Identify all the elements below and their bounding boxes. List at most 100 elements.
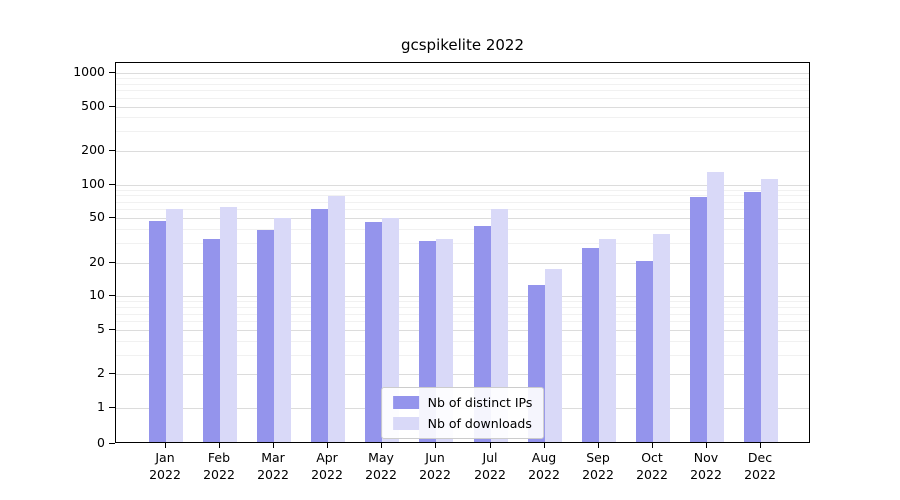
y-tick-mark bbox=[109, 295, 115, 296]
x-tick-mark bbox=[219, 443, 220, 448]
x-tick-label: Feb 2022 bbox=[203, 450, 235, 482]
y-tick-label: 1 bbox=[97, 399, 105, 414]
bar-downloads bbox=[328, 196, 345, 442]
bar-downloads bbox=[545, 269, 562, 442]
bar-distinct-ips bbox=[311, 209, 328, 442]
y-gridline bbox=[116, 185, 809, 186]
x-tick-label: Sep 2022 bbox=[582, 450, 614, 482]
y-minor-gridline bbox=[116, 195, 809, 196]
x-tick-label: May 2022 bbox=[365, 450, 397, 482]
x-tick-mark bbox=[381, 443, 382, 448]
bar-downloads bbox=[491, 209, 508, 442]
y-tick-label: 100 bbox=[81, 176, 105, 191]
x-tick-label: Mar 2022 bbox=[257, 450, 289, 482]
bar-downloads bbox=[653, 234, 670, 442]
bar-distinct-ips bbox=[257, 230, 274, 442]
bar-downloads bbox=[707, 172, 724, 442]
bar-distinct-ips bbox=[365, 222, 382, 442]
legend-entry: Nb of downloads bbox=[392, 416, 533, 431]
y-gridline bbox=[116, 107, 809, 108]
y-minor-gridline bbox=[116, 307, 809, 308]
bar-distinct-ips bbox=[582, 248, 599, 442]
y-tick-mark bbox=[109, 106, 115, 107]
x-tick-mark bbox=[760, 443, 761, 448]
x-tick-mark bbox=[706, 443, 707, 448]
bar-distinct-ips bbox=[744, 192, 761, 442]
x-tick-label: Jul 2022 bbox=[474, 450, 506, 482]
x-tick-label: Jun 2022 bbox=[419, 450, 451, 482]
legend-swatch bbox=[392, 396, 419, 409]
y-tick-mark bbox=[109, 443, 115, 444]
bar-downloads bbox=[761, 179, 778, 442]
y-gridline bbox=[116, 73, 809, 74]
y-minor-gridline bbox=[116, 321, 809, 322]
legend-swatch bbox=[392, 417, 419, 430]
y-tick-label: 0 bbox=[97, 435, 105, 450]
x-tick-label: Nov 2022 bbox=[690, 450, 722, 482]
x-tick-label: Dec 2022 bbox=[744, 450, 776, 482]
legend-label: Nb of downloads bbox=[427, 416, 532, 431]
y-minor-gridline bbox=[116, 117, 809, 118]
bar-distinct-ips bbox=[203, 239, 220, 442]
y-tick-mark bbox=[109, 217, 115, 218]
x-tick-label: Jan 2022 bbox=[149, 450, 181, 482]
plot-area: Nb of distinct IPs Nb of downloads bbox=[115, 62, 810, 443]
y-tick-label: 50 bbox=[89, 209, 105, 224]
y-gridline bbox=[116, 263, 809, 264]
y-tick-mark bbox=[109, 262, 115, 263]
y-tick-mark bbox=[109, 329, 115, 330]
x-tick-mark bbox=[165, 443, 166, 448]
y-minor-gridline bbox=[116, 209, 809, 210]
chart-title: gcspikelite 2022 bbox=[400, 36, 525, 54]
y-minor-gridline bbox=[116, 229, 809, 230]
y-minor-gridline bbox=[116, 90, 809, 91]
y-tick-label: 2 bbox=[97, 365, 105, 380]
legend-entry: Nb of distinct IPs bbox=[392, 395, 533, 410]
x-tick-mark bbox=[490, 443, 491, 448]
x-tick-label: Oct 2022 bbox=[636, 450, 668, 482]
y-tick-mark bbox=[109, 373, 115, 374]
y-minor-gridline bbox=[116, 243, 809, 244]
y-minor-gridline bbox=[116, 355, 809, 356]
y-gridline bbox=[116, 218, 809, 219]
y-tick-label: 200 bbox=[81, 142, 105, 157]
x-tick-mark bbox=[327, 443, 328, 448]
y-tick-mark bbox=[109, 184, 115, 185]
y-tick-mark bbox=[109, 150, 115, 151]
bar-downloads bbox=[599, 239, 616, 442]
y-tick-label: 5 bbox=[97, 321, 105, 336]
y-gridline bbox=[116, 296, 809, 297]
bar-downloads bbox=[382, 218, 399, 442]
y-tick-mark bbox=[109, 407, 115, 408]
bar-distinct-ips bbox=[149, 221, 166, 442]
y-minor-gridline bbox=[116, 314, 809, 315]
y-minor-gridline bbox=[116, 301, 809, 302]
bar-distinct-ips bbox=[690, 197, 707, 442]
y-gridline bbox=[116, 330, 809, 331]
y-minor-gridline bbox=[116, 84, 809, 85]
y-tick-label: 10 bbox=[89, 287, 105, 302]
y-gridline bbox=[116, 374, 809, 375]
bar-downloads bbox=[220, 207, 237, 442]
x-tick-mark bbox=[652, 443, 653, 448]
x-tick-mark bbox=[598, 443, 599, 448]
x-tick-label: Aug 2022 bbox=[528, 450, 560, 482]
y-tick-label: 20 bbox=[89, 254, 105, 269]
x-tick-mark bbox=[544, 443, 545, 448]
y-tick-mark bbox=[109, 72, 115, 73]
x-tick-label: Apr 2022 bbox=[311, 450, 343, 482]
bar-downloads bbox=[166, 209, 183, 442]
x-tick-mark bbox=[273, 443, 274, 448]
y-tick-label: 1000 bbox=[73, 64, 105, 79]
legend: Nb of distinct IPs Nb of downloads bbox=[380, 387, 545, 439]
bar-distinct-ips bbox=[636, 261, 653, 442]
x-tick-mark bbox=[435, 443, 436, 448]
y-minor-gridline bbox=[116, 98, 809, 99]
legend-label: Nb of distinct IPs bbox=[427, 395, 533, 410]
y-minor-gridline bbox=[116, 78, 809, 79]
y-gridline bbox=[116, 151, 809, 152]
y-minor-gridline bbox=[116, 341, 809, 342]
y-minor-gridline bbox=[116, 202, 809, 203]
y-minor-gridline bbox=[116, 131, 809, 132]
